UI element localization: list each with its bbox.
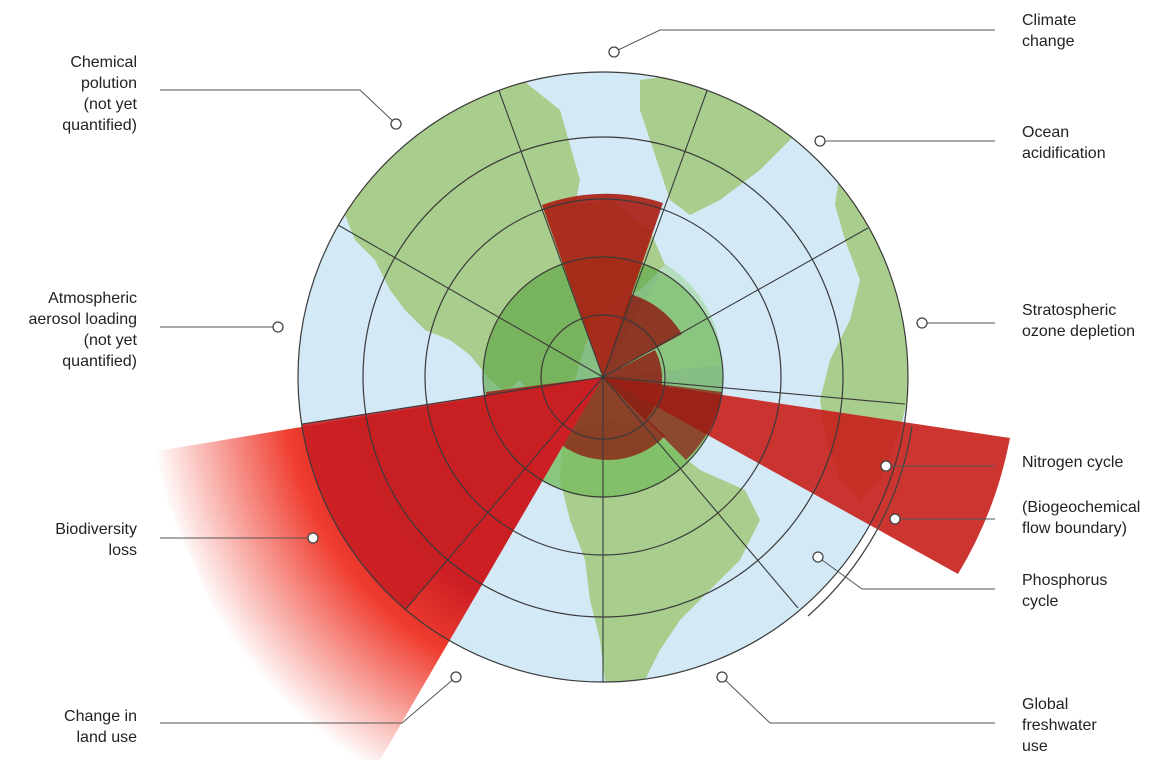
marker-freshwater [716,671,728,683]
marker-biogeochemical [889,513,901,525]
land-use-center-wedge [555,377,665,460]
label-freshwater-use: Global freshwater use [1022,696,1097,755]
label-ocean-acidification: Ocean acidification [1022,124,1106,162]
marker-phosphorus [812,551,824,563]
label-land-use: Change in land use [64,708,137,746]
leader-climate [613,29,995,53]
climate-change-wedge [542,193,663,377]
label-biodiversity-loss: Biodiversity loss [55,521,137,559]
leader-chemical [160,89,397,125]
marker-chemical [390,118,402,130]
leader-markers [272,46,928,683]
marker-landuse [450,671,462,683]
label-phosphorus-cycle: Phosphorus cycle [1022,572,1108,610]
biodiversity-loss-core [302,377,603,610]
leader-phosphorus [817,556,995,590]
marker-biodiversity [307,532,319,544]
label-chemical-pollution: Chemical polution (not yet quantified) [62,54,137,134]
label-nitrogen-cycle: Nitrogen cycle [1022,454,1124,471]
marker-climate [608,46,620,58]
biogeochemical-arc [807,425,913,617]
leader-lines [160,29,995,724]
leader-landuse [160,676,457,724]
phosphorus-wedge [603,377,722,460]
marker-aerosol [272,321,284,333]
label-atmospheric-aerosol: Atmospheric aerosol loading (not yet qua… [28,290,137,370]
leader-freshwater [721,676,995,724]
ocean-acidification-wedge [603,294,682,377]
label-climate-change: Climate change [1022,12,1077,50]
marker-ozone [916,317,928,329]
label-biogeochemical-flow: (Biogeochemical flow boundary) [1022,499,1141,537]
marker-nitrogen [880,460,892,472]
sector-spokes [301,87,906,682]
label-ozone-depletion: Stratospheric ozone depletion [1022,302,1135,340]
marker-ocean [814,135,826,147]
